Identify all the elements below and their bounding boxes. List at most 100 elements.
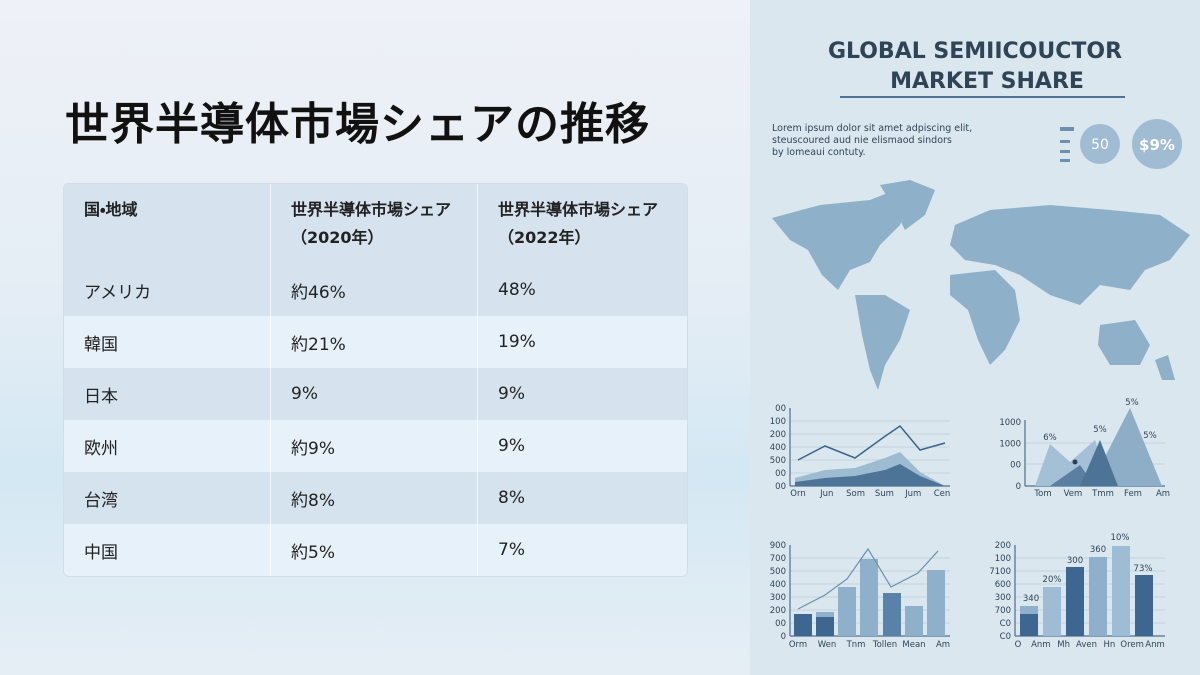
y-tick-label: 400: [770, 443, 786, 453]
table-row: 欧州 約9% 9%: [64, 420, 687, 472]
slide-title: 世界半導体市場シェアの推移: [65, 99, 650, 150]
y-tick-label: 00: [1010, 461, 1021, 471]
x-tick-label: Som: [846, 489, 865, 499]
x-tick-label: Am: [936, 640, 950, 650]
lorem-text: steuscoured aud nie elismaod sindors: [772, 135, 952, 146]
data-label: 5%: [1125, 398, 1139, 408]
y-tick-label: C0: [1000, 632, 1011, 642]
infographic-title: GLOBAL SEMIICOUCTOR: [828, 39, 1122, 64]
table-cell: 約21%: [271, 316, 478, 368]
x-tick-label: Tom: [1033, 489, 1051, 499]
y-tick-label: 300: [995, 593, 1011, 603]
infographic-title: MARKET SHARE: [890, 69, 1084, 94]
y-tick-label: 7100: [989, 567, 1011, 577]
x-tick-label: Orem: [1120, 640, 1144, 650]
x-tick-label: Orn: [790, 489, 805, 499]
data-label: 10%: [1111, 533, 1130, 543]
x-tick-label: Jum: [904, 489, 921, 499]
data-label: 340: [1023, 594, 1039, 604]
data-label: 5%: [1143, 431, 1157, 441]
lorem-text: Lorem ipsum dolor sit amet adpiscing eli…: [772, 123, 972, 134]
badge: [1080, 124, 1120, 164]
y-tick-label: 300: [770, 593, 786, 603]
data-label: 20%: [1043, 575, 1062, 585]
x-tick-label: Orm: [789, 640, 807, 650]
header-cell: 世界半導体市場シェア（2022年）: [498, 200, 659, 247]
y-tick-label: 200: [770, 430, 786, 440]
y-tick-label: 600: [995, 580, 1011, 590]
y-tick-label: 900: [770, 541, 786, 551]
badge-label: 50: [1091, 137, 1109, 153]
y-tick-label: 100: [770, 417, 786, 427]
table-cell: アメリカ: [64, 264, 271, 316]
infographic: GLOBAL SEMIICOUCTOR MARKET SHARE Lorem ips…: [750, 0, 1200, 675]
table-cell: 19%: [498, 332, 536, 352]
x-tick-label: Jun: [819, 489, 833, 499]
table-cell: 約9%: [271, 420, 478, 472]
data-label: 300: [1067, 556, 1083, 566]
y-tick-label: 400: [770, 580, 786, 590]
x-tick-label: Aven: [1076, 640, 1097, 650]
y-tick-label: 00: [775, 619, 786, 629]
y-tick-label: 500: [770, 567, 786, 577]
table-cell: 欧州: [64, 420, 271, 472]
y-tick-label: 700: [995, 606, 1011, 616]
area-chart: [795, 424, 946, 486]
x-tick-label: O: [1015, 640, 1022, 650]
x-tick-label: Anm: [1145, 640, 1164, 650]
table-row: 日本 9% 9%: [64, 368, 687, 420]
table-cell: 約5%: [271, 524, 478, 576]
table-cell: 約8%: [271, 472, 478, 524]
column-chart: [1020, 546, 1153, 636]
data-label: 6%: [1043, 433, 1057, 443]
badge-label: $9%: [1139, 136, 1175, 154]
header-cell: 国・地域: [64, 184, 271, 264]
x-tick-label: Sum: [875, 489, 894, 499]
y-tick-label: 700: [770, 554, 786, 564]
x-tick-label: Anm: [1031, 640, 1050, 650]
x-tick-label: Hn: [1103, 640, 1115, 650]
table-row: 韓国 約21% 19%: [64, 316, 687, 368]
table-cell: 台湾: [64, 472, 271, 524]
data-label: 360: [1090, 545, 1106, 555]
y-tick-label: C0: [1000, 619, 1011, 629]
y-tick-label: 500: [770, 456, 786, 466]
y-tick-label: 00: [775, 482, 786, 492]
x-tick-label: Tmm: [1091, 489, 1114, 499]
x-tick-label: Fem: [1124, 489, 1142, 499]
badge: [1132, 119, 1182, 169]
y-tick-label: 00: [775, 404, 786, 414]
table-cell: 48%: [498, 280, 536, 300]
badge-icon: [1060, 127, 1074, 162]
peak-chart: [1035, 408, 1162, 486]
table-cell: 9%: [498, 436, 525, 456]
y-tick-label: 100: [995, 554, 1011, 564]
table-cell: 中国: [64, 524, 271, 576]
share-table: 国・地域 世界半導体市場シェア（2020年） 世界半導体市場シェア（2022年） アメ…: [63, 183, 688, 577]
table-cell: 9%: [271, 368, 478, 420]
x-tick-label: Mh: [1057, 640, 1070, 650]
y-tick-label: 1000: [999, 418, 1021, 428]
header-cell: 世界半導体市場シェア（2020年）: [271, 184, 478, 264]
bar-chart: [794, 547, 945, 636]
y-tick-label: 0: [781, 632, 786, 642]
y-tick-label: 1000: [999, 439, 1021, 449]
y-tick-label: 00: [775, 469, 786, 479]
data-label: 5%: [1093, 425, 1107, 435]
table-cell: 8%: [498, 488, 525, 508]
table-cell: 約46%: [271, 264, 478, 316]
y-tick-label: 200: [995, 541, 1011, 551]
table-row: 台湾 約8% 8%: [64, 472, 687, 524]
table-cell: 9%: [498, 384, 525, 404]
y-tick-label: 0: [1016, 482, 1021, 492]
x-tick-label: Tollen: [872, 640, 897, 650]
table-row: 中国 約5% 7%: [64, 524, 687, 576]
lorem-text: by lomeaui contuty.: [772, 147, 866, 158]
table-cell: 7%: [498, 540, 525, 560]
x-tick-label: Am: [1156, 489, 1170, 499]
data-label: 73%: [1134, 564, 1153, 574]
table-cell: 韓国: [64, 316, 271, 368]
x-tick-label: Cen: [934, 489, 951, 499]
